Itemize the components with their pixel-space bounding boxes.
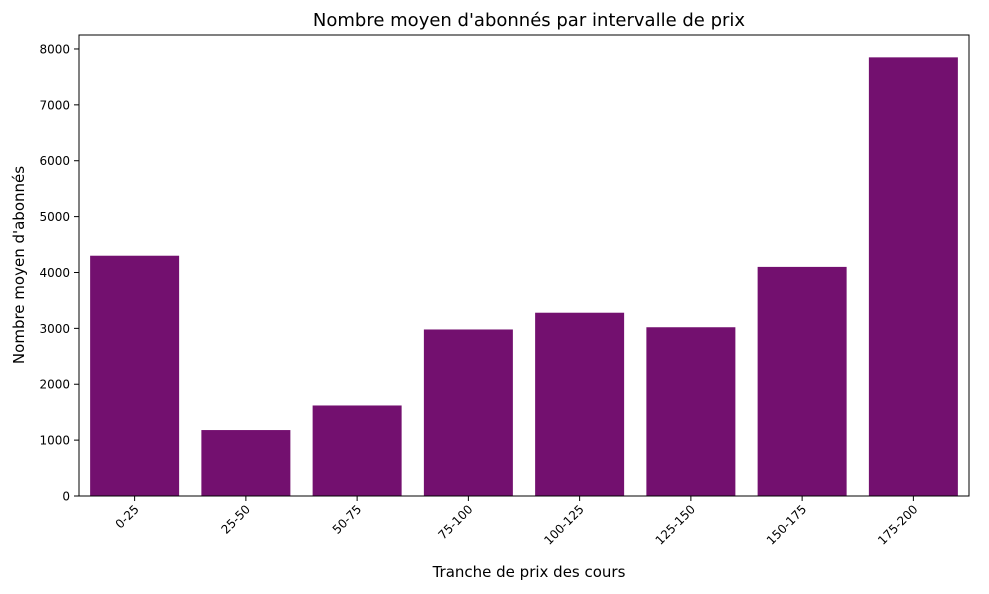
x-axis-ticks: 0-25 25-50 50-75 75-100 100-125 125-150 150-17… [113, 496, 920, 548]
x-tick-label: 75-100 [436, 502, 476, 542]
y-tick-label: 1000 [39, 434, 70, 448]
bar-50-75 [312, 405, 402, 496]
y-axis-ticks: 0 1000 2000 3000 4000 5000 6000 7000 8000 [39, 42, 79, 504]
chart-title: Nombre moyen d'abonnés par intervalle de… [313, 10, 746, 31]
y-axis-label: Nombre moyen d'abonnés [10, 166, 28, 364]
y-tick-label: 8000 [39, 42, 70, 56]
y-tick-label: 5000 [39, 210, 70, 224]
bar-75-100 [423, 329, 513, 496]
bar-150-175 [757, 266, 847, 496]
y-tick-label: 7000 [39, 98, 70, 112]
bar-25-50 [201, 430, 291, 496]
x-tick-label: 100-125 [541, 502, 586, 547]
x-tick-label: 25-50 [218, 502, 253, 537]
y-tick-label: 0 [62, 490, 70, 504]
y-tick-label: 2000 [39, 378, 70, 392]
x-tick-label: 0-25 [113, 502, 142, 531]
x-tick-label: 125-150 [653, 502, 698, 547]
bars-group [90, 57, 958, 497]
y-tick-label: 6000 [39, 154, 70, 168]
bar-100-125 [535, 312, 625, 496]
bar-0-25 [90, 255, 180, 496]
x-axis-label: Tranche de prix des cours [432, 563, 626, 581]
x-tick-label: 150-175 [764, 502, 809, 547]
x-tick-label: 175-200 [875, 502, 920, 547]
bar-175-200 [868, 57, 958, 497]
x-tick-label: 50-75 [330, 502, 365, 537]
y-tick-label: 3000 [39, 322, 70, 336]
y-tick-label: 4000 [39, 266, 70, 280]
plot-frame [78, 34, 970, 497]
bar-125-150 [646, 327, 736, 496]
